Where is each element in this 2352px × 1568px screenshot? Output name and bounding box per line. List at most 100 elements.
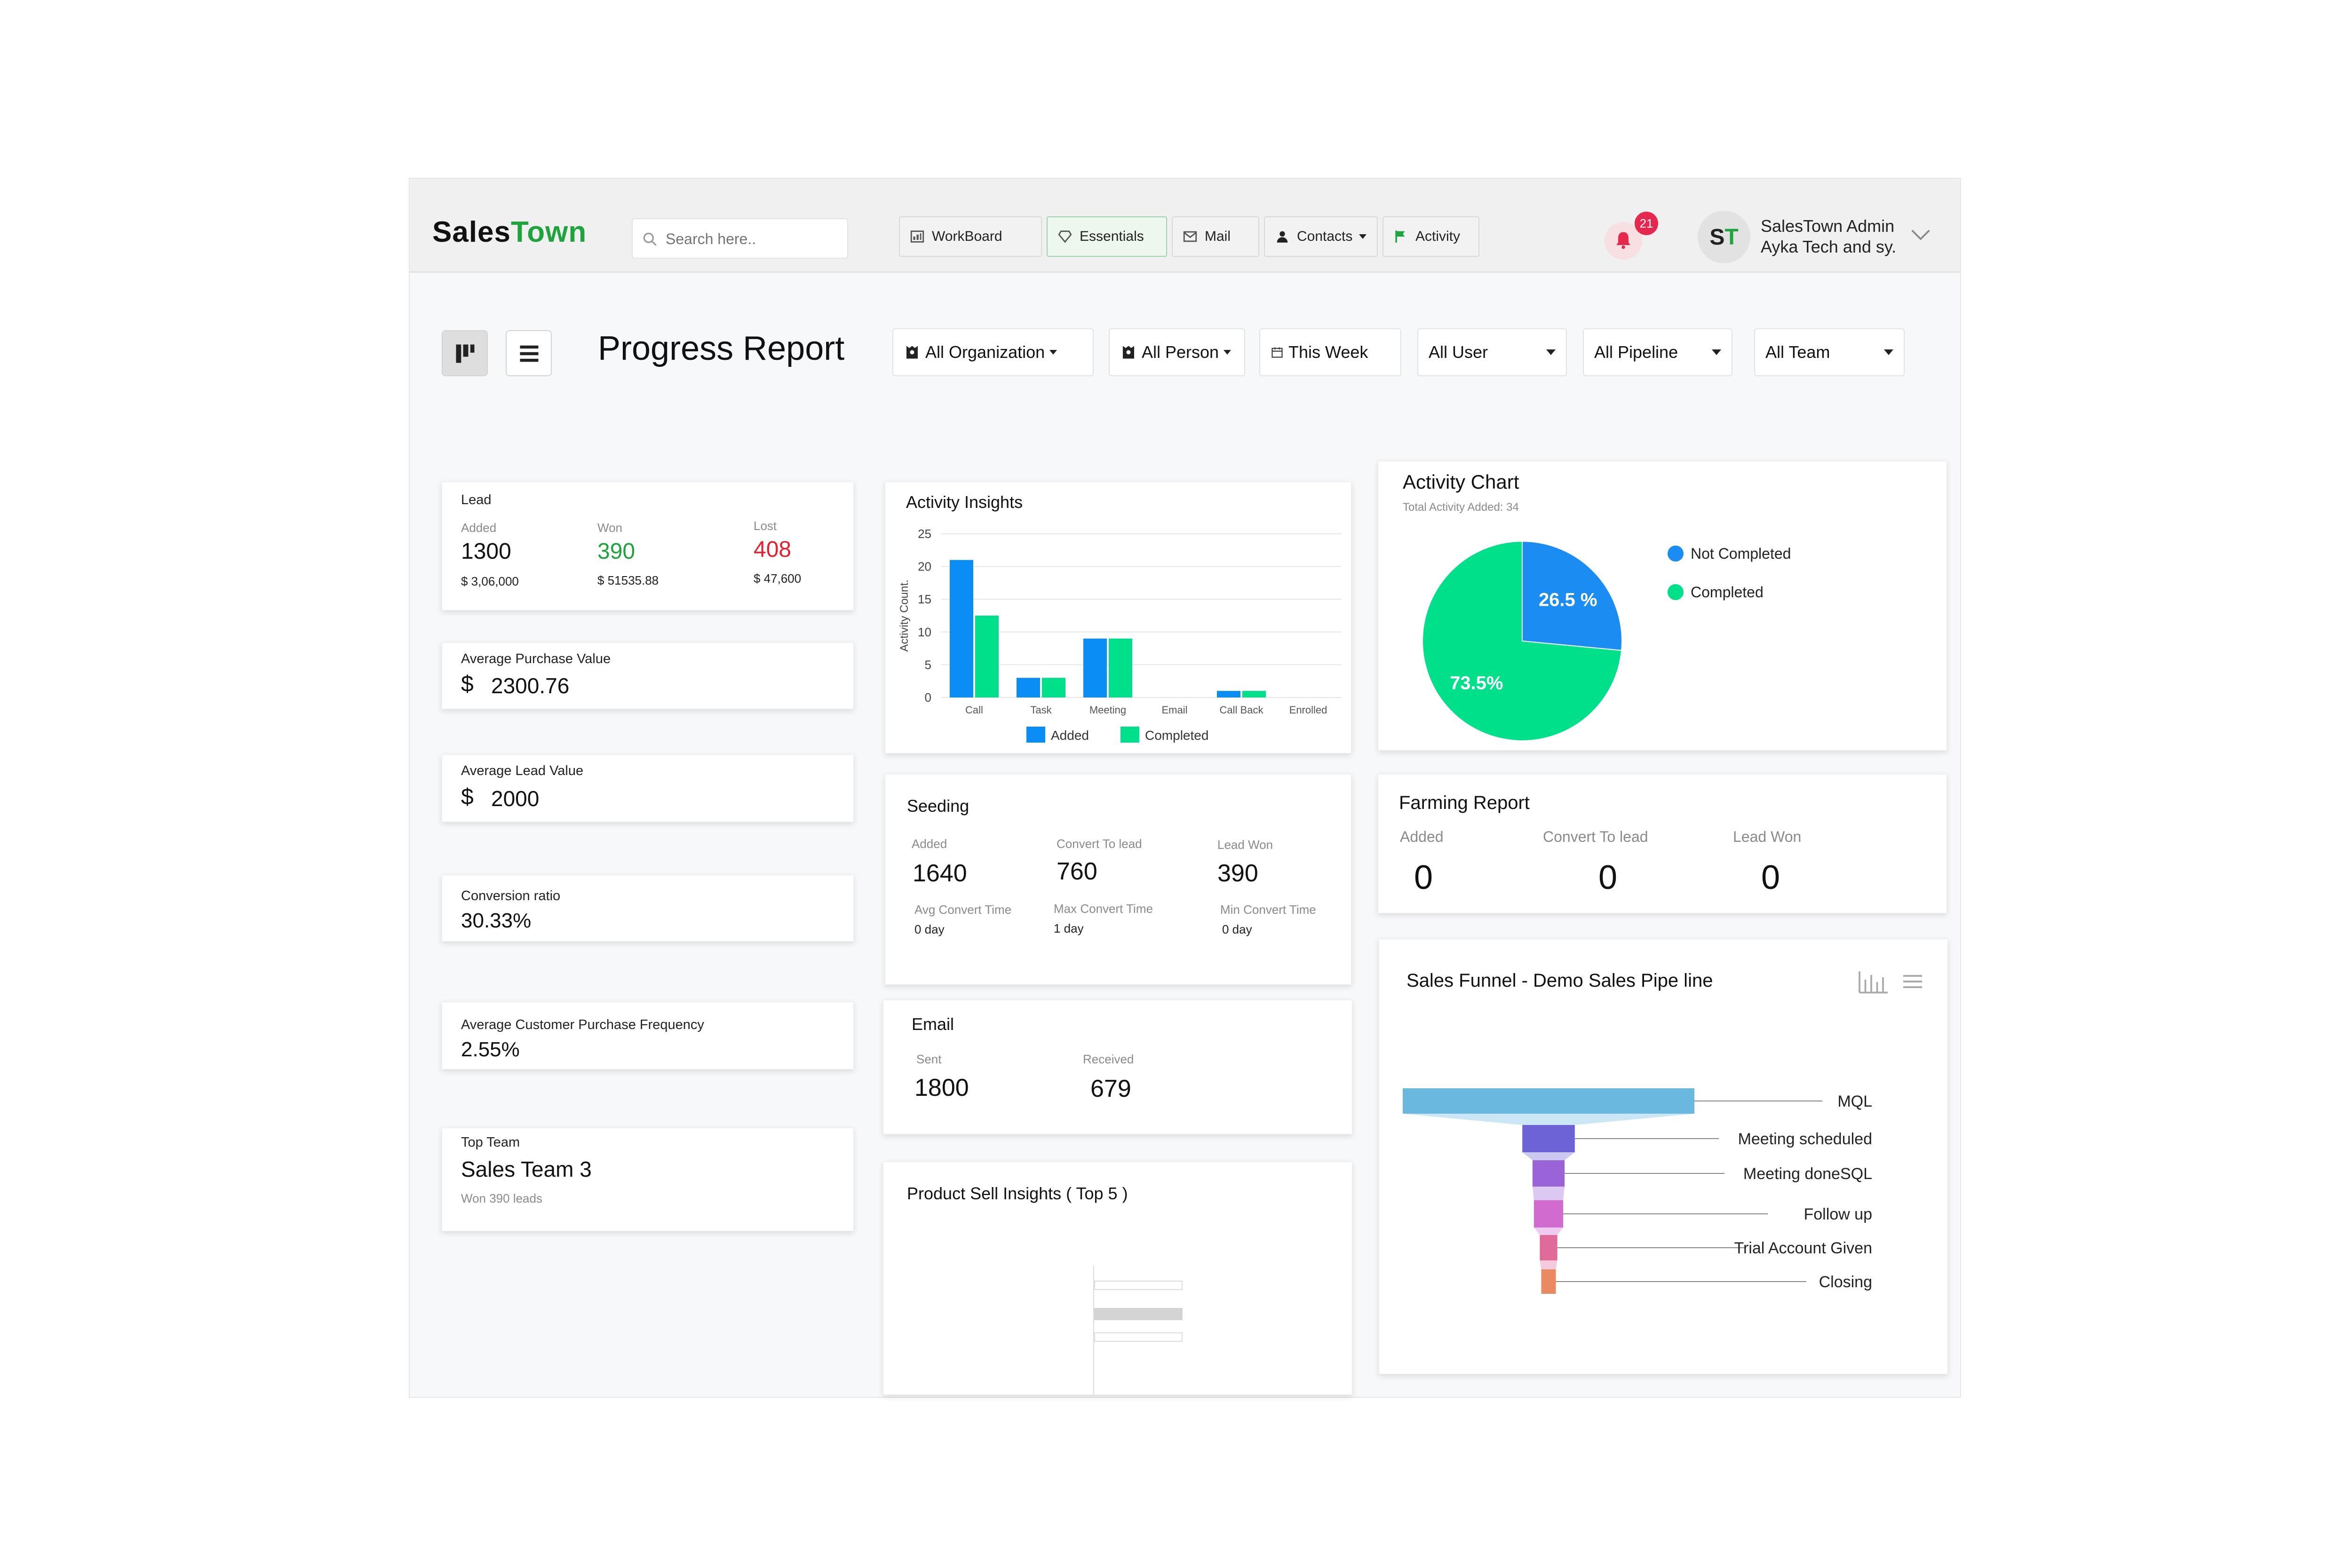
avg-lead-label: Average Lead Value — [461, 763, 584, 778]
funnel-stage-label: Meeting doneSQL — [1743, 1165, 1872, 1183]
avg-purchase-label: Average Purchase Value — [461, 651, 611, 666]
seeding-avg-label: Avg Convert Time — [914, 903, 1012, 917]
activity-insights-title: Activity Insights — [906, 492, 1023, 512]
search-icon — [643, 232, 657, 246]
person-filter-icon — [1123, 346, 1134, 359]
funnel-stage-meeting-scheduled — [1522, 1125, 1575, 1152]
farming-added-label: Added — [1400, 828, 1444, 845]
avg-lead-currency: $ — [461, 784, 474, 809]
person-filter-label: All Person — [1142, 342, 1219, 362]
bar-added-call-back — [1217, 691, 1240, 697]
person-icon — [1277, 231, 1288, 243]
menu-icon[interactable] — [1901, 972, 1924, 991]
nav-essentials-button[interactable]: Essentials — [1047, 216, 1167, 257]
lead-lost-label: Lost — [754, 519, 777, 533]
avg-purchase-value: 2300.76 — [491, 673, 570, 698]
pipeline-filter[interactable]: All Pipeline — [1583, 328, 1732, 376]
nav-mail-button[interactable]: Mail — [1172, 216, 1259, 257]
chevron-down-icon[interactable] — [1910, 228, 1931, 242]
activity-insights-card: Activity Insights 0 5 10 15 20 25 Activity Cou… — [885, 482, 1351, 753]
nav-contacts-label: Contacts — [1297, 229, 1353, 244]
team-filter[interactable]: All Team — [1754, 328, 1905, 376]
nav-activity-button[interactable]: Activity — [1383, 216, 1479, 257]
lead-card: Lead Added 1300 $ 3,06,000 Won 390 $ 515… — [442, 482, 854, 610]
search-box[interactable] — [632, 218, 848, 259]
funnel-connector — [1532, 1187, 1565, 1200]
product-chart-axis — [1093, 1266, 1094, 1395]
legend-dot-completed — [1668, 584, 1684, 600]
farming-won-label: Lead Won — [1733, 828, 1802, 845]
farming-convert-value: 0 — [1598, 859, 1618, 896]
board-view-button[interactable] — [442, 330, 488, 376]
legend-swatch-added — [1026, 727, 1045, 743]
y-axis-label: Activity Count. — [898, 579, 911, 651]
search-input[interactable] — [665, 228, 841, 250]
bar-completed-call — [975, 616, 999, 697]
pipeline-filter-label: All Pipeline — [1594, 342, 1678, 362]
seeding-won-label: Lead Won — [1217, 838, 1273, 852]
logo-text-sales: Sales — [432, 216, 511, 248]
user-filter-label: All User — [1429, 342, 1488, 362]
caret-down-icon — [1049, 350, 1057, 355]
product-sell-title: Product Sell Insights ( Top 5 ) — [907, 1184, 1128, 1203]
legend-swatch-completed — [1120, 727, 1139, 743]
list-view-button[interactable] — [506, 330, 552, 376]
funnel-connector — [1540, 1260, 1557, 1269]
product-chart-bar — [1094, 1308, 1183, 1320]
funnel-stage-label: MQL — [1837, 1093, 1872, 1110]
funnel-stage-follow-up — [1534, 1200, 1563, 1227]
bar-added-call — [950, 560, 973, 697]
nav-workboard-button[interactable]: WorkBoard — [899, 216, 1042, 257]
y-tick-label: 15 — [918, 592, 931, 606]
seeding-won-value: 390 — [1217, 860, 1258, 887]
top-team-note: Won 390 leads — [461, 1191, 542, 1205]
organization-filter-label: All Organization — [925, 342, 1045, 362]
seeding-avg-value: 0 day — [914, 922, 945, 936]
seeding-convert-label: Convert To lead — [1057, 837, 1142, 851]
flag-icon — [1395, 230, 1405, 243]
person-filter[interactable]: All Person — [1109, 328, 1245, 376]
nav-mail-label: Mail — [1205, 229, 1231, 244]
bar-completed-call-back — [1242, 691, 1266, 697]
avg-lead-value: 2000 — [491, 786, 540, 811]
organization-icon — [906, 346, 918, 359]
funnel-stage-label: Meeting scheduled — [1738, 1130, 1872, 1148]
legend-label-not-completed: Not Completed — [1691, 545, 1791, 562]
pie-slice-label: 73.5% — [1450, 673, 1503, 693]
lead-title: Lead — [461, 492, 492, 507]
y-tick-label: 0 — [925, 690, 931, 705]
activity-pie-chart: 26.5 % 73.5% Not Completed Completed — [1422, 540, 1791, 741]
organization-filter[interactable]: All Organization — [892, 328, 1094, 376]
date-range-filter[interactable]: This Week — [1259, 328, 1401, 376]
funnel-stage-meeting-donesql — [1532, 1160, 1565, 1187]
gem-icon — [1058, 230, 1072, 243]
bar-chart-icon[interactable] — [1857, 970, 1890, 994]
top-team-value: Sales Team 3 — [461, 1157, 592, 1181]
lead-won-label: Won — [597, 521, 622, 535]
app-logo[interactable]: SalesTown — [432, 215, 587, 249]
x-tick-label: Meeting — [1089, 704, 1126, 716]
seeding-max-label: Max Convert Time — [1054, 902, 1153, 916]
nav-activity-label: Activity — [1415, 229, 1461, 244]
legend-label-added: Added — [1051, 728, 1089, 743]
nav-workboard-label: WorkBoard — [932, 229, 1002, 244]
x-tick-label: Email — [1161, 704, 1187, 716]
farming-report-card: Farming Report Added 0 Convert To lead 0… — [1378, 774, 1947, 913]
y-tick-label: 10 — [918, 625, 931, 639]
nav-contacts-dropdown[interactable]: Contacts — [1264, 216, 1378, 257]
bar-completed-meeting — [1109, 638, 1132, 697]
top-team-label: Top Team — [461, 1135, 520, 1150]
top-team-card: Top Team Sales Team 3 Won 390 leads — [442, 1128, 854, 1231]
email-title: Email — [912, 1014, 954, 1034]
email-sent-value: 1800 — [914, 1074, 969, 1101]
funnel-connector — [1403, 1114, 1694, 1125]
avg-purchase-currency: $ — [461, 672, 474, 697]
lead-added-value: 1300 — [461, 539, 511, 564]
user-filter[interactable]: All User — [1417, 328, 1567, 376]
product-chart-bar — [1094, 1332, 1183, 1342]
farming-added-value: 0 — [1414, 859, 1433, 896]
lead-added-amount: $ 3,06,000 — [461, 574, 519, 588]
user-organization: Ayka Tech and sy. — [1761, 237, 1897, 256]
bar-added-meeting — [1083, 638, 1107, 697]
